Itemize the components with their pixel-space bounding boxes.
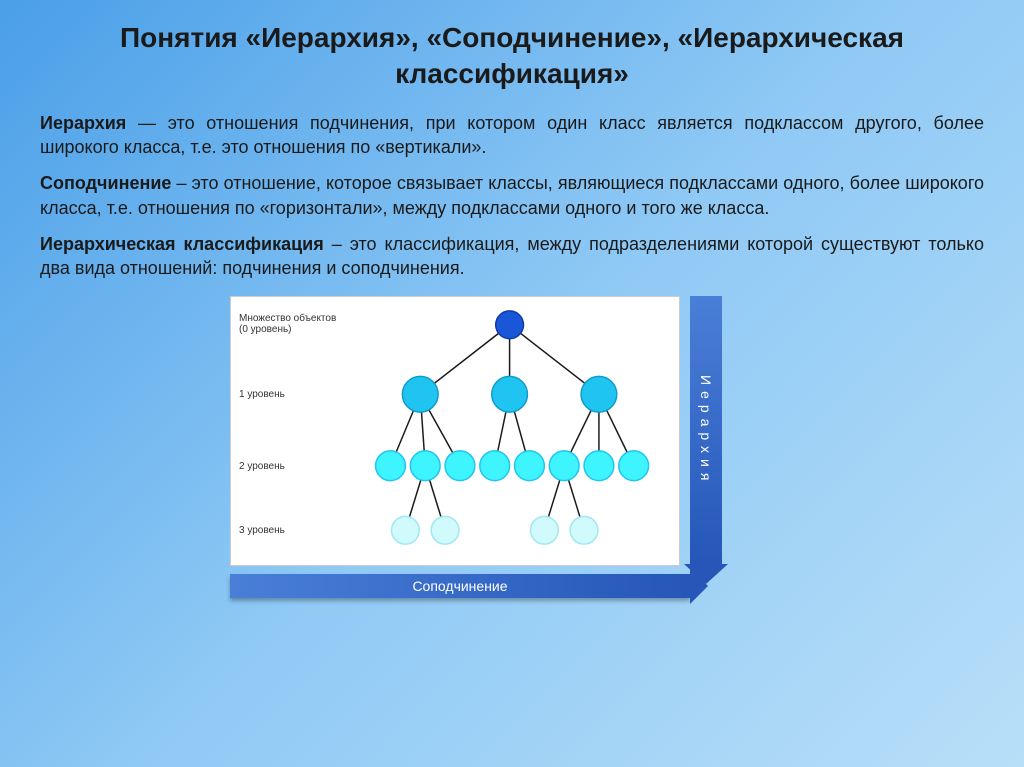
slide-title: Понятия «Иерархия», «Соподчинение», «Иер…: [40, 20, 984, 93]
text-hierarchy: — это отношения подчинения, при котором …: [40, 113, 984, 157]
label-level-3: 3 уровень: [239, 525, 285, 536]
term-classification: Иерархическая классификация: [40, 234, 324, 254]
label-level-0: Множество объектов (0 уровень): [239, 313, 336, 335]
term-hierarchy: Иерархия: [40, 113, 126, 133]
definition-hierarchy: Иерархия — это отношения подчинения, при…: [40, 111, 984, 160]
subordination-arrow-wrap: Соподчинение: [230, 574, 722, 598]
diagram-area: Множество объектов (0 уровень) 1 уровень…: [230, 296, 984, 566]
label-level-1: 1 уровень: [239, 389, 285, 400]
definition-classification: Иерархическая классификация – это класси…: [40, 232, 984, 281]
term-subordination: Соподчинение: [40, 173, 171, 193]
subordination-arrow: Соподчинение: [230, 574, 690, 598]
definition-subordination: Соподчинение – это отношение, которое св…: [40, 171, 984, 220]
tree-diagram: Множество объектов (0 уровень) 1 уровень…: [230, 296, 680, 566]
subordination-arrow-label: Соподчинение: [412, 578, 507, 594]
label-level-2: 2 уровень: [239, 461, 285, 472]
tree-svg: [231, 297, 679, 565]
hierarchy-arrow: Иерархия: [690, 296, 722, 566]
definitions-block: Иерархия — это отношения подчинения, при…: [40, 111, 984, 281]
text-subordination: – это отношение, которое связывает класс…: [40, 173, 984, 217]
hierarchy-arrow-label: Иерархия: [698, 375, 714, 486]
